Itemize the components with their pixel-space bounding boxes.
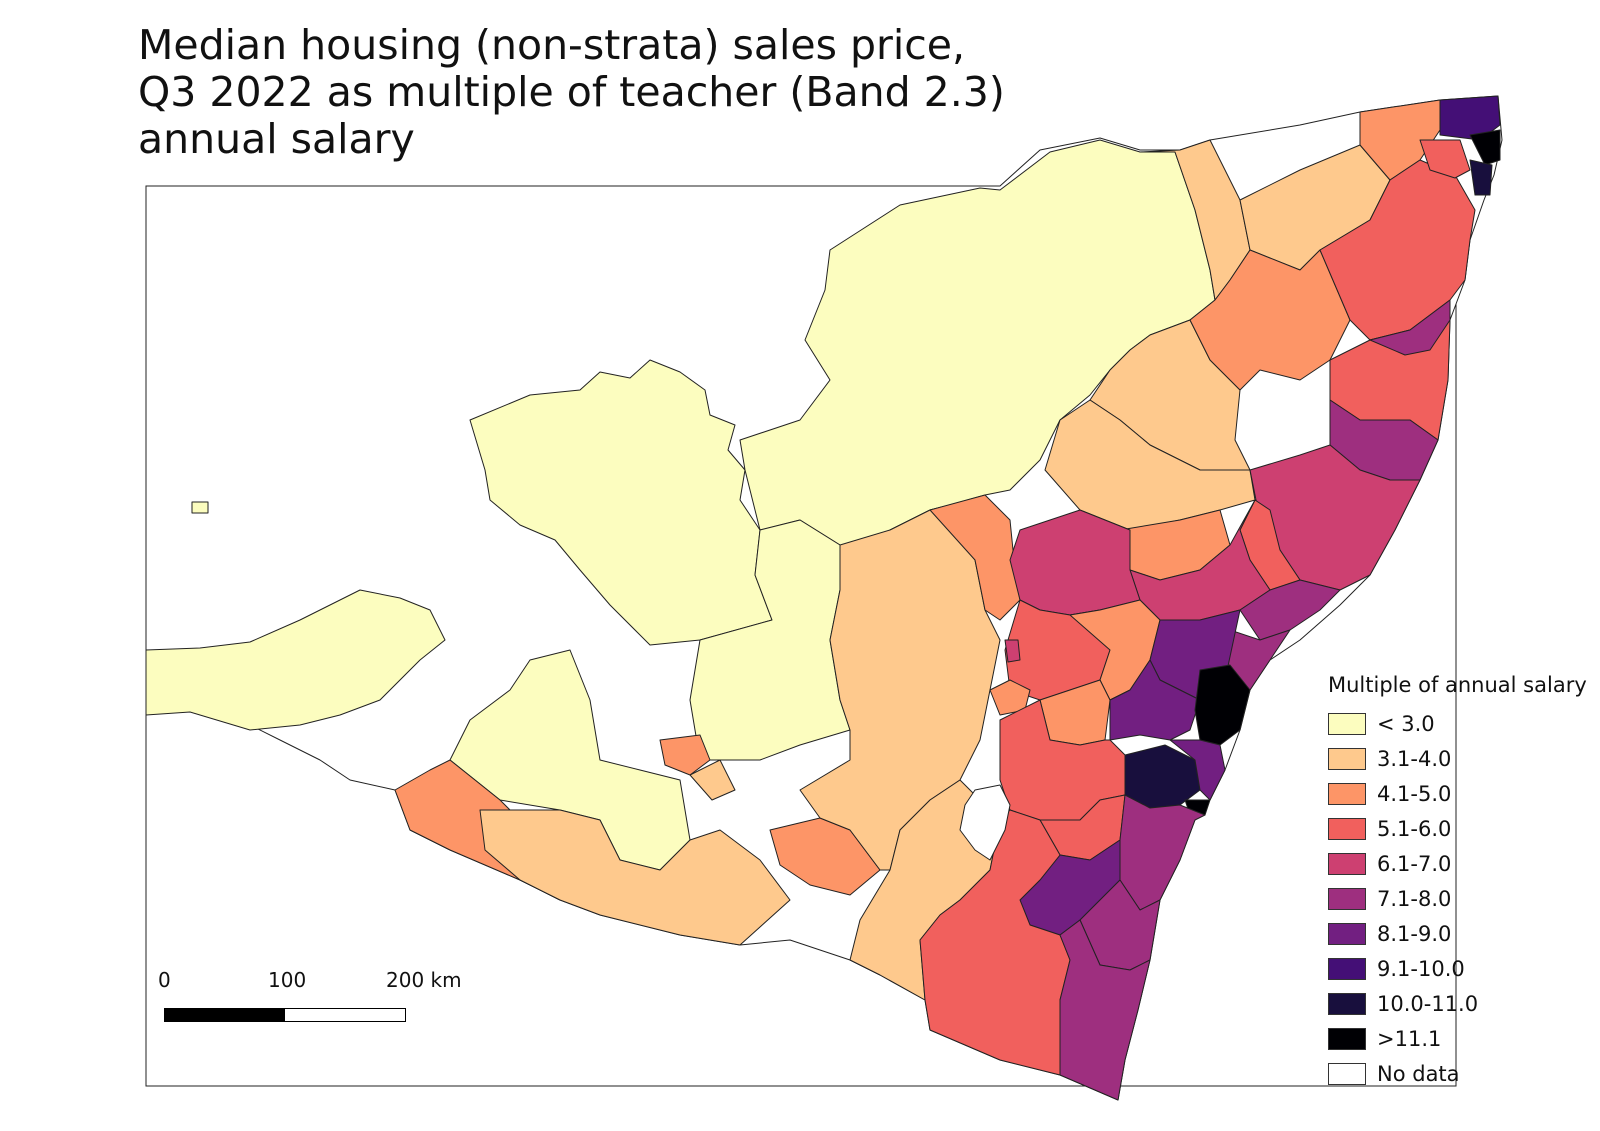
scale-bar-segment-1 [164,1008,286,1022]
region-north-west-plains [739,139,1216,551]
legend-swatch [1328,992,1366,1015]
scale-label-200: 200 km [386,968,462,992]
legend-swatch [1328,957,1366,980]
legend-swatch [1328,887,1366,910]
region-blayney [989,679,1031,716]
map-legend: Multiple of annual salary < 3.0 3.1-4.0 4.… [1328,672,1588,1091]
region-greater-sydney [1194,664,1251,746]
legend-item: < 3.0 [1328,706,1588,741]
region-small-cowra [1004,639,1021,663]
legend-label: >11.1 [1377,1026,1442,1051]
legend-label: 8.1-9.0 [1377,921,1452,946]
legend-item: 9.1-10.0 [1328,951,1588,986]
legend-item: 3.1-4.0 [1328,741,1588,776]
legend-swatch [1328,852,1366,875]
legend-item: 5.1-6.0 [1328,811,1588,846]
legend-label: 5.1-6.0 [1377,816,1452,841]
legend-swatch [1328,747,1366,770]
region-central-darling [469,359,773,646]
legend-label: 9.1-10.0 [1377,956,1465,981]
scale-bar-segment-2 [284,1008,406,1022]
region-byron [1469,129,1501,166]
region-wollongong [1169,739,1226,801]
title-line-2: Q3 2022 as multiple of teacher (Band 2.3… [138,68,1005,116]
region-far-west [145,589,446,731]
legend-label: < 3.0 [1377,711,1435,736]
region-nambucca [1369,299,1451,356]
region-hay [659,734,711,776]
map-title: Median housing (non-strata) sales price,… [138,22,1038,163]
region-carrathool [689,759,736,801]
legend-item: 8.1-9.0 [1328,916,1588,951]
legend-label: No data [1377,1061,1460,1086]
region-act-no-data [959,784,1011,861]
legend-label: 10.0-11.0 [1377,991,1479,1016]
region-blue-mountains [1109,659,1201,741]
legend-item: 10.0-11.0 [1328,986,1588,1021]
title-line-1: Median housing (non-strata) sales price, [138,21,966,69]
legend-label: 4.1-5.0 [1377,781,1452,806]
legend-label: 3.1-4.0 [1377,746,1452,771]
legend-swatch [1328,1027,1366,1050]
legend-label: 7.1-8.0 [1377,886,1452,911]
legend-swatch [1328,1062,1366,1085]
scale-label-100: 100 [268,968,307,992]
legend-item: 7.1-8.0 [1328,881,1588,916]
legend-swatch [1328,922,1366,945]
scale-label-0: 0 [158,968,171,992]
region-ballina [1419,139,1471,179]
title-line-3: annual salary [138,115,415,163]
legend-item: No data [1328,1056,1588,1091]
region-southern-riverina [479,809,791,946]
legend-swatch [1328,817,1366,840]
legend-swatch [1328,712,1366,735]
legend-item: 6.1-7.0 [1328,846,1588,881]
region-bega-valley [1059,919,1151,1101]
region-lismore [1469,159,1493,196]
scale-bar: 0 100 200 km [158,968,478,1038]
legend-item: 4.1-5.0 [1328,776,1588,811]
region-broken-hill [191,501,209,514]
legend-title: Multiple of annual salary [1328,673,1587,697]
legend-label: 6.1-7.0 [1377,851,1452,876]
region-shoalhaven [1119,794,1206,911]
legend-item: >11.1 [1328,1021,1588,1056]
legend-swatch [1328,782,1366,805]
